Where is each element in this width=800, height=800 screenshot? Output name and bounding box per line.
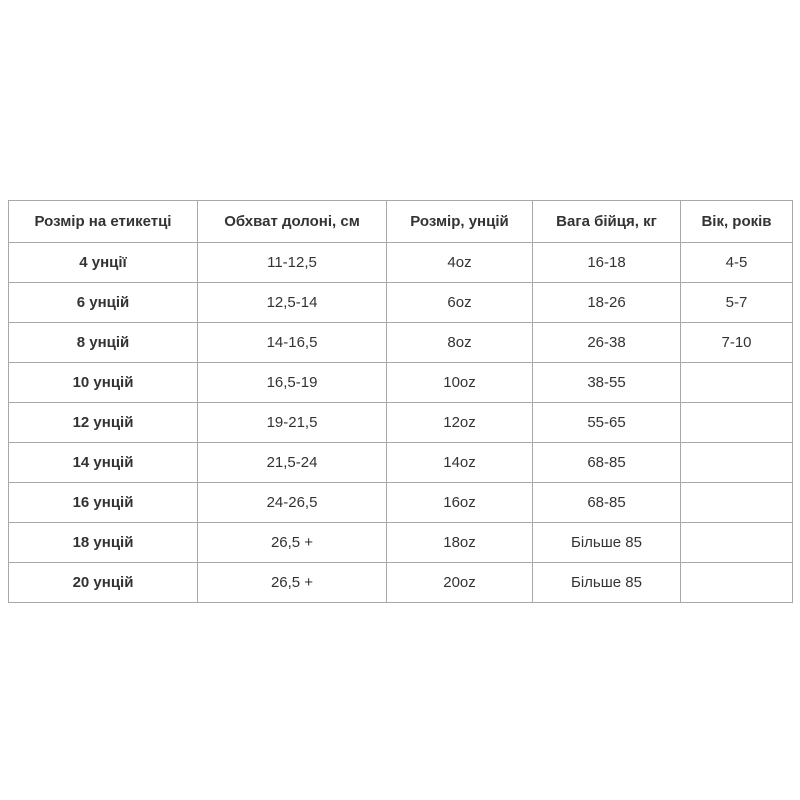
table-row: 12 унцій 19-21,5 12oz 55-65 [8,402,793,443]
table-row: 20 унцій 26,5 +20oz Більше 85 [8,562,793,603]
cell-palm-girth: 16,5-19 [197,362,387,403]
header-weight: Вага бійця, кг [532,200,681,243]
cell-palm-girth: 24-26,5 [197,482,387,523]
cell-weight: 38-55 [532,362,681,403]
cell-palm-girth: 12,5-14 [197,282,387,323]
table-row: 18 унцій 26,5 +18oz Більше 85 [8,522,793,563]
cell-age [680,562,793,603]
table-row: 6 унцій 12,5-14 6oz 18-26 5-7 [8,282,793,323]
cell-palm-girth: 26,5 + [197,522,387,563]
cell-weight: 68-85 [532,442,681,483]
cell-label-size: 8 унцій [8,322,198,363]
cell-palm-girth: 19-21,5 [197,402,387,443]
cell-age [680,482,793,523]
cell-size-oz: 16oz [386,482,533,523]
cell-label-size: 4 унції [8,242,198,283]
cell-label-size: 12 унцій [8,402,198,443]
cell-palm-girth: 21,5-24 [197,442,387,483]
cell-size-oz: 20oz [386,562,533,603]
table-header-row: Розмір на етикетці Обхват долоні, см Роз… [8,200,793,243]
table-row: 10 унцій 16,5-19 10oz 38-55 [8,362,793,403]
cell-weight: Більше 85 [532,562,681,603]
cell-label-size: 10 унцій [8,362,198,403]
cell-age [680,522,793,563]
cell-label-size: 16 унцій [8,482,198,523]
cell-size-oz: 8oz [386,322,533,363]
cell-size-oz: 14oz [386,442,533,483]
cell-size-oz: 10oz [386,362,533,403]
cell-palm-girth: 26,5 + [197,562,387,603]
cell-weight: 68-85 [532,482,681,523]
cell-label-size: 14 унцій [8,442,198,483]
cell-weight: 18-26 [532,282,681,323]
cell-age [680,362,793,403]
cell-age: 7-10 [680,322,793,363]
cell-age [680,442,793,483]
cell-weight: Більше 85 [532,522,681,563]
header-age: Вік, років [680,200,793,243]
cell-size-oz: 4oz [386,242,533,283]
cell-weight: 55-65 [532,402,681,443]
table-row: 16 унцій 24-26,5 16oz 68-85 [8,482,793,523]
header-palm-girth: Обхват долоні, см [197,200,387,243]
cell-palm-girth: 14-16,5 [197,322,387,363]
table-row: 14 унцій 21,5-24 14oz 68-85 [8,442,793,483]
cell-label-size: 20 унцій [8,562,198,603]
cell-label-size: 18 унцій [8,522,198,563]
cell-label-size: 6 унцій [8,282,198,323]
cell-size-oz: 18oz [386,522,533,563]
table-row: 4 унції 11-12,5 4oz 16-18 4-5 [8,242,793,283]
header-size-oz: Розмір, унцій [386,200,533,243]
cell-size-oz: 12oz [386,402,533,443]
header-label-size: Розмір на етикетці [8,200,198,243]
cell-age: 4-5 [680,242,793,283]
table-row: 8 унцій 14-16,5 8oz 26-38 7-10 [8,322,793,363]
cell-weight: 26-38 [532,322,681,363]
cell-age: 5-7 [680,282,793,323]
cell-age [680,402,793,443]
cell-weight: 16-18 [532,242,681,283]
cell-size-oz: 6oz [386,282,533,323]
cell-palm-girth: 11-12,5 [197,242,387,283]
size-table: Розмір на етикетці Обхват долоні, см Роз… [8,200,793,603]
